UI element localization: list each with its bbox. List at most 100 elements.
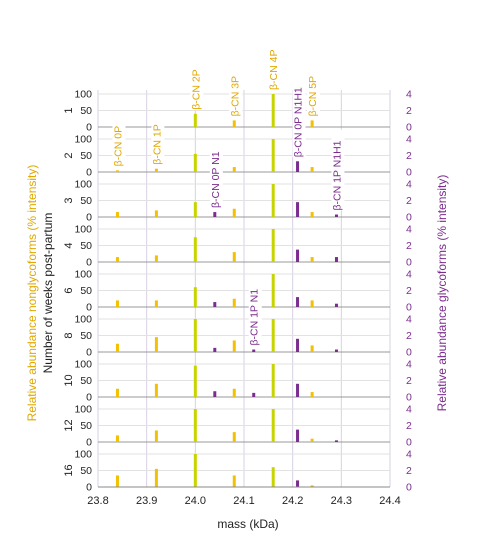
right-tick-label: 2 — [406, 105, 412, 117]
left-tick-label: 0 — [86, 392, 92, 404]
right-tick-label: 0 — [406, 122, 412, 134]
nonglyco-bar — [154, 383, 158, 397]
nonglyco-bar — [310, 438, 314, 442]
glyco-bar — [334, 440, 338, 442]
nonglyco-bar — [271, 139, 275, 172]
row-label: 4 — [63, 242, 75, 248]
glyco-bar — [296, 297, 300, 307]
nonglyco-bar — [154, 468, 158, 487]
glyco-bar — [334, 257, 338, 262]
peak-label: β-CN 3P — [229, 76, 241, 116]
left-tick-label: 50 — [80, 285, 92, 297]
nonglyco-bar — [193, 319, 197, 352]
nonglyco-bar — [232, 252, 236, 262]
x-tick-label: 24.0 — [185, 495, 206, 507]
right-tick-label: 4 — [406, 224, 412, 236]
nonglyco-bar — [310, 345, 314, 352]
glyco-bar — [252, 392, 256, 397]
right-tick-label: 0 — [406, 257, 412, 269]
nonglyco-bar — [115, 388, 119, 397]
glyco-bar — [296, 383, 300, 397]
nonglyco-bar — [232, 167, 236, 172]
peak-label: β-CN 2P — [190, 69, 202, 109]
glyco-bar — [296, 338, 300, 352]
nonglyco-bar — [271, 274, 275, 307]
left-tick-label: 0 — [86, 482, 92, 494]
peak-label-bg — [209, 140, 223, 209]
row-label: 16 — [63, 464, 75, 476]
glyco-bar — [213, 347, 217, 352]
right-tick-label: 0 — [406, 167, 412, 179]
left-tick-label: 100 — [74, 179, 92, 191]
row-label: 1 — [63, 107, 75, 113]
left-tick-label: 100 — [74, 449, 92, 461]
left-tick-label: 50 — [80, 240, 92, 252]
glyco-bar — [334, 214, 338, 217]
left-tick-label: 0 — [86, 437, 92, 449]
peak-label-bg — [151, 115, 165, 165]
left-tick-label: 0 — [86, 302, 92, 314]
nonglyco-bar — [232, 432, 236, 442]
left-tick-label: 100 — [74, 269, 92, 281]
left-tick-label: 0 — [86, 257, 92, 269]
peak-label: β-CN 0P N1H1 — [293, 87, 305, 157]
right-tick-label: 2 — [406, 330, 412, 342]
peak-label-bg — [229, 67, 243, 117]
right-tick-label: 4 — [406, 449, 412, 461]
left-tick-label: 50 — [80, 330, 92, 342]
glyco-bar — [296, 249, 300, 262]
right-tick-label: 2 — [406, 195, 412, 207]
right-tick-label: 0 — [406, 212, 412, 224]
glyco-bar — [334, 303, 338, 307]
nonglyco-bar — [193, 113, 197, 127]
nonglyco-bar — [232, 475, 236, 487]
right-tick-label: 4 — [406, 269, 412, 281]
peak-label-bg — [112, 117, 126, 167]
right-tick-label: 4 — [406, 404, 412, 416]
glyco-bar — [296, 480, 300, 487]
nonglyco-bar — [271, 184, 275, 217]
left-tick-label: 50 — [80, 105, 92, 117]
right-tick-label: 2 — [406, 375, 412, 387]
x-tick-label: 23.9 — [136, 495, 157, 507]
right-tick-label: 0 — [406, 392, 412, 404]
nonglyco-bar — [154, 430, 158, 442]
peak-label-bg — [190, 61, 204, 110]
row-label: 12 — [63, 419, 75, 431]
peak-label-bg — [331, 129, 345, 211]
right-tick-label: 2 — [406, 240, 412, 252]
right-tick-label: 4 — [406, 134, 412, 146]
left-tick-label: 0 — [86, 212, 92, 224]
glyco-bar — [334, 349, 338, 352]
nonglyco-bar — [115, 435, 119, 442]
nonglyco-bar — [193, 202, 197, 217]
bar-layer — [115, 94, 338, 487]
nonglyco-bar — [232, 340, 236, 352]
glyco-bar — [296, 161, 300, 172]
left-tick-label: 100 — [74, 224, 92, 236]
left-tick-label: 50 — [80, 465, 92, 477]
right-tick-label: 0 — [406, 347, 412, 359]
row-axis-label: Number of weeks post-partum — [41, 213, 55, 374]
peak-label: β-CN 1P N1 — [249, 289, 261, 346]
x-tick-label: 24.4 — [379, 495, 400, 507]
left-tick-label: 0 — [86, 122, 92, 134]
axis-layer: 0501000241050100024205010002430501000244… — [63, 89, 412, 508]
nonglyco-bar — [232, 298, 236, 307]
left-tick-label: 0 — [86, 167, 92, 179]
nonglyco-bar — [115, 170, 119, 172]
nonglyco-bar — [193, 409, 197, 442]
nonglyco-bar — [115, 300, 119, 307]
left-tick-label: 50 — [80, 150, 92, 162]
nonglyco-bar — [193, 365, 197, 397]
nonglyco-bar — [154, 300, 158, 307]
row-label: 10 — [63, 374, 75, 386]
peak-label: β-CN 1P — [151, 124, 163, 164]
row-label: 6 — [63, 287, 75, 293]
glyco-bar — [213, 302, 217, 307]
peak-label: β-CN 4P — [268, 50, 280, 90]
right-tick-label: 2 — [406, 150, 412, 162]
nonglyco-bar — [310, 392, 314, 397]
nonglyco-bar — [193, 287, 197, 307]
